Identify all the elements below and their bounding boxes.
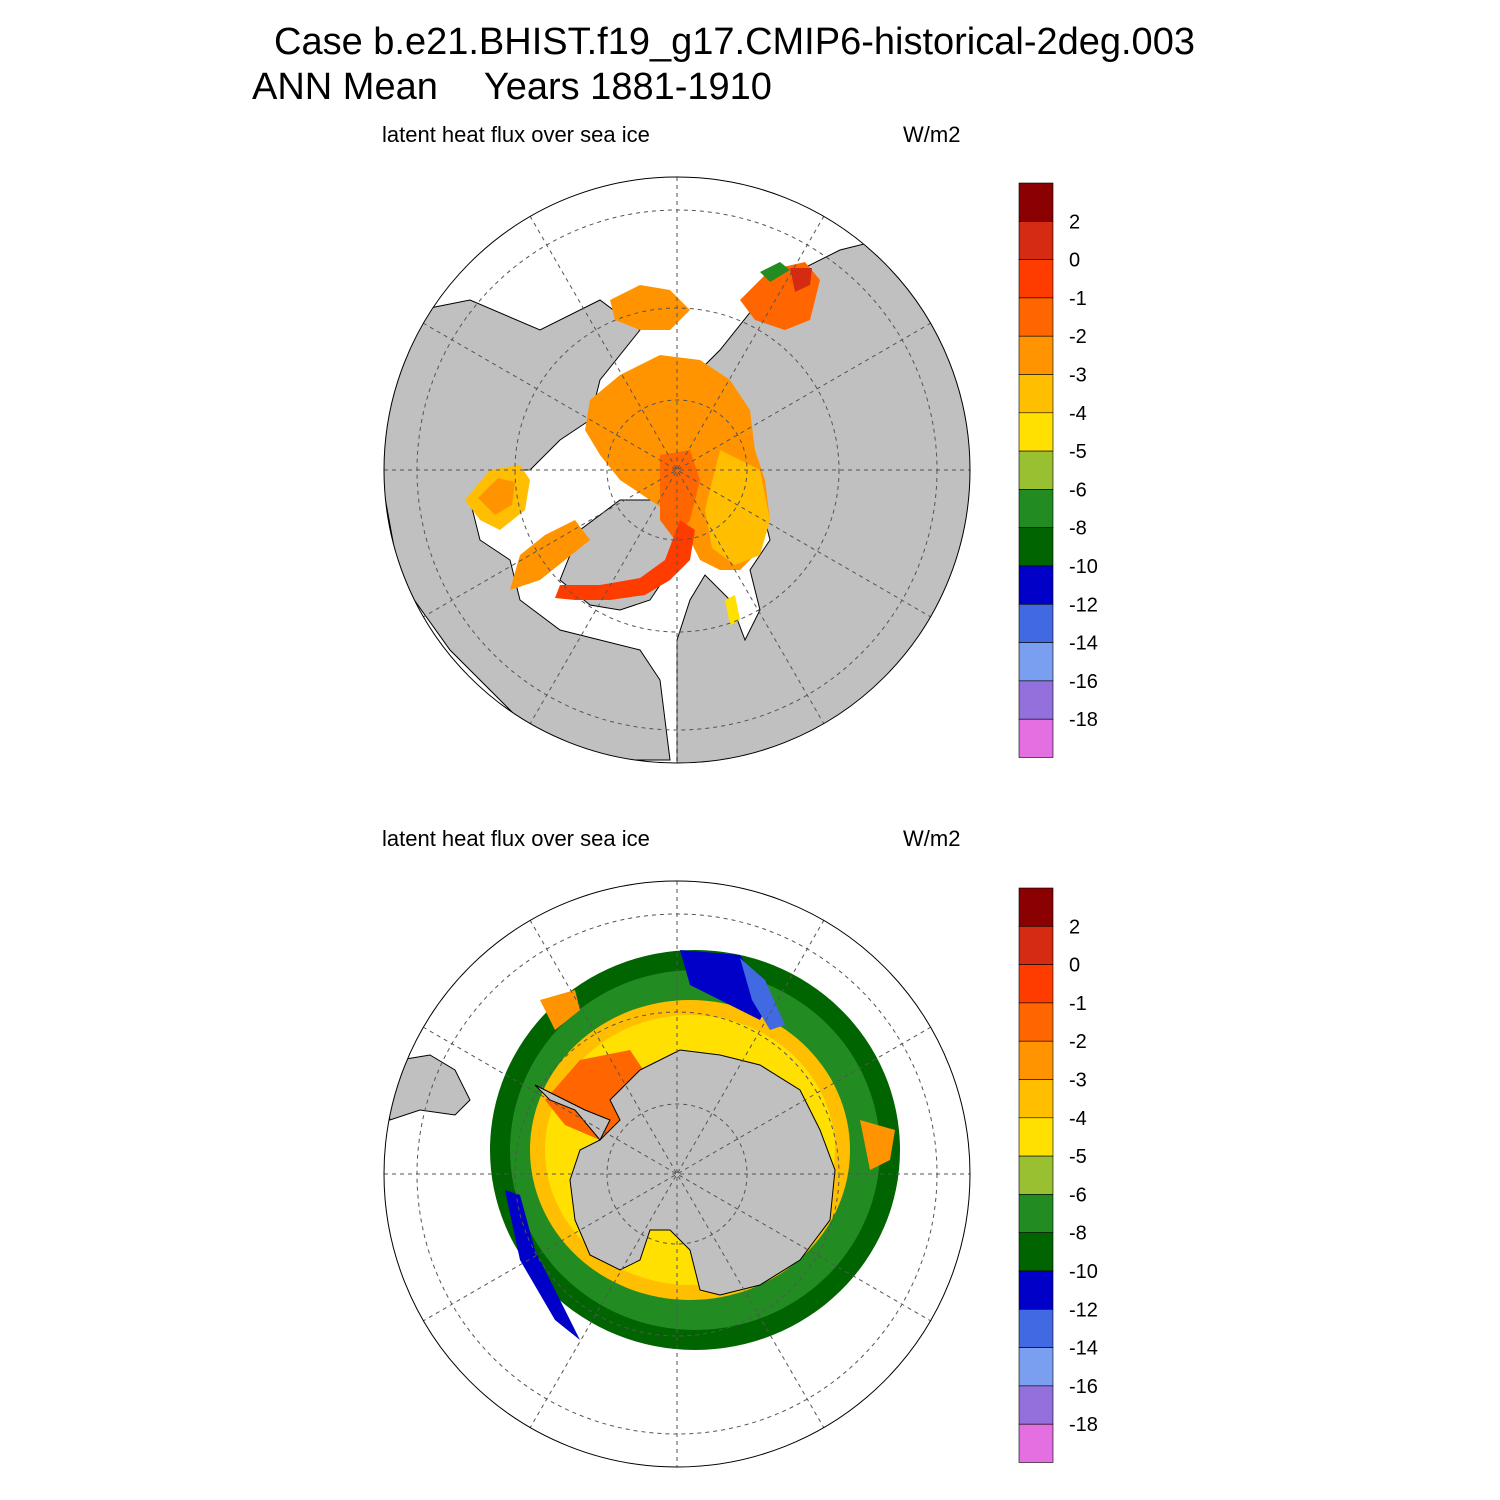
sh-units-label: W/m2	[903, 826, 961, 851]
nh-colorbar-tick-label: -10	[1069, 556, 1098, 578]
nh-colorbar-tick-label: -18	[1069, 709, 1098, 731]
nh-colorbar-tick-label: -1	[1069, 288, 1087, 310]
sh-antarctic-peninsula	[534, 1084, 611, 1141]
nh-colorbar-tick-label: -2	[1069, 326, 1087, 348]
sh-colorbar-swatch	[1018, 1002, 1054, 1042]
sh-colorbar-tick-label: -8	[1069, 1223, 1087, 1245]
nh-colorbar-swatch	[1018, 297, 1054, 337]
nh-colorbar-tick-label: -4	[1069, 403, 1087, 425]
sh-antarctica-land	[569, 1049, 836, 1296]
nh-baltic-ice	[725, 595, 740, 625]
nh-colorbar-tick-label: -6	[1069, 479, 1087, 501]
nh-colorbar-tick-label: -12	[1069, 594, 1098, 616]
nh-colorbar-swatch	[1018, 221, 1054, 260]
sh-colorbar-tick-label: -18	[1069, 1414, 1098, 1436]
sh-colorbar-tick-label: -6	[1069, 1184, 1087, 1206]
sh-variable-label: latent heat flux over sea ice	[382, 826, 650, 851]
sh-ice-blue-west	[505, 1190, 580, 1340]
sh-colorbar-swatch	[1018, 1040, 1054, 1080]
sh-peninsula-orange	[540, 990, 580, 1030]
sh-colorbar-tick-label: -1	[1069, 993, 1087, 1015]
sh-south-america-land	[384, 1054, 471, 1121]
figure-title-case: Case b.e21.BHIST.f19_g17.CMIP6-historica…	[274, 21, 1195, 63]
nh-colorbar-tick-label: -8	[1069, 518, 1087, 540]
nh-colorbar-tick-label: 2	[1069, 211, 1080, 233]
nh-colorbar-swatch	[1018, 412, 1054, 452]
sh-colorbar-swatch	[1018, 1270, 1054, 1310]
nh-colorbar-swatch	[1018, 374, 1054, 414]
nh-okhotsk-ice-hot	[790, 268, 812, 292]
nh-bering-ice	[610, 285, 690, 330]
nh-colorbar-tick-label: -14	[1069, 633, 1098, 655]
nh-graticule	[384, 177, 970, 763]
nh-colorbar-swatch	[1018, 182, 1054, 222]
north-polar-map	[383, 176, 971, 764]
nh-colorbar-tick-label: -16	[1069, 671, 1098, 693]
nh-colorbar-swatch	[1018, 489, 1054, 528]
nh-colorbar-swatch	[1018, 259, 1054, 299]
sh-colorbar-tick-label: -2	[1069, 1031, 1087, 1053]
nh-arctic-basin-ice-yellow	[705, 450, 770, 565]
nh-colorbar-swatch	[1018, 565, 1054, 605]
sh-colorbar-swatch	[1018, 1309, 1054, 1348]
sh-colorbar-tick-label: -5	[1069, 1146, 1087, 1168]
sh-colorbar-swatch	[1018, 1155, 1054, 1195]
sh-colorbar-tick-label: -16	[1069, 1376, 1098, 1398]
sh-colorbar-tick-label: -3	[1069, 1070, 1087, 1092]
nh-arctic-basin-ice-core	[660, 450, 700, 540]
figure-title-period: ANN Mean Years 1881-1910	[252, 67, 772, 107]
nh-colorbar-tick-label: -5	[1069, 441, 1087, 463]
nh-okhotsk-ice-edge	[760, 262, 790, 282]
nh-east-greenland-ice	[555, 520, 695, 600]
sh-colorbar-swatch	[1018, 1385, 1054, 1425]
nh-colorbar-tick-label: -3	[1069, 365, 1087, 387]
sh-colorbar-tick-label: -10	[1069, 1261, 1098, 1283]
nh-colorbar: 2 0 -1 -2 -3 -4 -5 -6 -8 -10 -12 -14 -16 -18	[1018, 182, 1098, 758]
sh-colorbar-tick-label: -12	[1069, 1299, 1098, 1321]
sh-colorbar-tick-label: 0	[1069, 955, 1080, 977]
sh-ice-blue-edge	[740, 958, 785, 1030]
sh-colorbar-swatch	[1018, 925, 1054, 965]
sh-colorbar-tick-label: 2	[1069, 916, 1080, 938]
nh-colorbar-swatch	[1018, 642, 1054, 682]
nh-colorbar-swatch	[1018, 603, 1054, 643]
nh-colorbar-swatch	[1018, 680, 1054, 720]
nh-units-label: W/m2	[903, 122, 961, 147]
sh-colorbar-swatch	[1018, 1079, 1054, 1119]
sh-colorbar-swatch	[1018, 1423, 1054, 1463]
season-label: ANN Mean	[252, 66, 438, 108]
sh-colorbar-swatch	[1018, 964, 1054, 1004]
nh-colorbar-swatch	[1018, 450, 1054, 490]
sh-colorbar-swatch	[1018, 1194, 1054, 1234]
sh-colorbar-swatch	[1018, 1347, 1054, 1387]
nh-variable-label: latent heat flux over sea ice	[382, 122, 650, 147]
nh-hudson-bay-ice-inner	[478, 478, 515, 515]
south-polar-map	[383, 880, 971, 1468]
nh-baffin-ice	[510, 520, 590, 590]
sh-colorbar-swatch	[1018, 1232, 1054, 1272]
nh-colorbar-swatch	[1018, 335, 1054, 375]
years-label: Years 1881-1910	[483, 66, 772, 108]
sh-colorbar-swatch	[1018, 887, 1054, 927]
sh-colorbar-tick-label: -14	[1069, 1338, 1098, 1360]
sh-east-orange	[860, 1120, 895, 1170]
nh-colorbar-swatch	[1018, 718, 1054, 758]
sh-colorbar: 2 0 -1 -2 -3 -4 -5 -6 -8 -10 -12 -14 -16 -18	[1018, 887, 1098, 1463]
sh-graticule	[384, 881, 970, 1467]
sh-colorbar-swatch	[1018, 1117, 1054, 1157]
nh-colorbar-swatch	[1018, 527, 1054, 567]
sh-colorbar-tick-label: -4	[1069, 1108, 1087, 1130]
nh-colorbar-tick-label: 0	[1069, 250, 1080, 272]
